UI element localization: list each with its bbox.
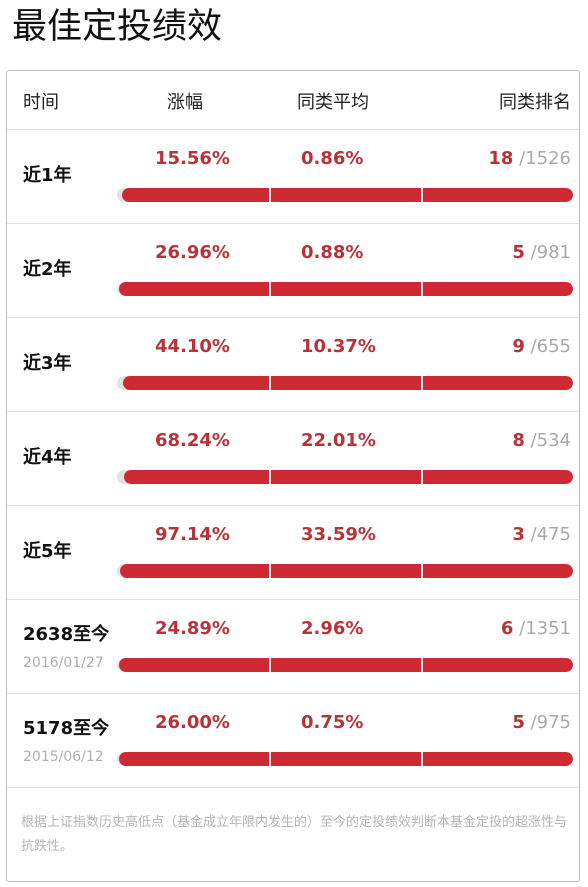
row-start-date: 2016/01/27 <box>23 655 104 671</box>
rank-position: 3 <box>512 524 525 545</box>
rank-total: /475 <box>530 524 571 545</box>
rank-bar-divider <box>420 658 423 672</box>
table-row[interactable]: 近4年 68.24% 22.01% 8 /534 <box>7 412 579 506</box>
rank-bar-divider <box>268 188 271 202</box>
rank-position: 5 <box>512 242 525 263</box>
rank-total: /655 <box>530 336 571 357</box>
rank-bar <box>117 752 573 766</box>
table-row[interactable]: 2638至今 2016/01/27 24.89% 2.96% 6 /1351 <box>7 600 579 694</box>
rank-bar-divider <box>420 188 423 202</box>
row-start-date: 2015/06/12 <box>23 749 104 765</box>
table-row[interactable]: 5178至今 2015/06/12 26.00% 0.75% 5 /975 <box>7 694 579 788</box>
rank-total: /534 <box>530 430 571 451</box>
rank-position: 18 <box>488 148 514 169</box>
header-average: 同类平均 <box>297 92 369 113</box>
row-gain: 26.96% <box>155 242 230 263</box>
table-row[interactable]: 近3年 44.10% 10.37% 9 /655 <box>7 318 579 412</box>
rank-bar <box>117 470 573 484</box>
row-gain: 68.24% <box>155 430 230 451</box>
row-period: 近5年 <box>23 541 72 562</box>
rank-bar-divider <box>268 564 271 578</box>
rank-position: 9 <box>512 336 525 357</box>
rank-bar <box>117 658 573 672</box>
row-average: 22.01% <box>301 430 376 451</box>
rank-bar <box>117 564 573 578</box>
rank-bar-fill <box>122 188 573 202</box>
row-rank: 9 /655 <box>512 336 571 357</box>
rank-bar-divider <box>420 752 423 766</box>
row-gain: 44.10% <box>155 336 230 357</box>
rank-bar-divider <box>268 282 271 296</box>
rank-bar-divider <box>268 658 271 672</box>
rank-bar <box>117 376 573 390</box>
row-average: 0.75% <box>301 712 364 733</box>
header-period: 时间 <box>23 92 59 113</box>
row-average: 10.37% <box>301 336 376 357</box>
rank-bar-divider <box>420 376 423 390</box>
rank-position: 6 <box>500 618 514 639</box>
row-gain: 97.14% <box>155 524 230 545</box>
row-rank: 3 /475 <box>512 524 571 545</box>
rank-bar <box>117 282 573 296</box>
row-period: 近4年 <box>23 447 72 468</box>
rank-bar-fill <box>119 282 573 296</box>
row-period: 2638至今 <box>23 624 110 645</box>
rank-bar-fill <box>123 376 573 390</box>
row-rank: 8 /534 <box>512 430 571 451</box>
row-period: 近1年 <box>23 165 72 186</box>
row-gain: 26.00% <box>155 712 230 733</box>
row-average: 33.59% <box>301 524 376 545</box>
rank-total: /1526 <box>519 148 571 169</box>
rank-bar-divider <box>420 564 423 578</box>
header-rank: 同类排名 <box>499 92 571 113</box>
rank-total: /981 <box>530 242 571 263</box>
row-rank: 6 /1351 <box>501 618 571 639</box>
rank-bar-fill <box>118 658 573 672</box>
rank-bar-fill <box>119 564 573 578</box>
rank-bar-fill <box>119 752 573 766</box>
rank-total: /1351 <box>519 618 571 639</box>
header-gain: 涨幅 <box>167 92 203 113</box>
rank-total: /975 <box>530 712 571 733</box>
row-period: 近3年 <box>23 353 72 374</box>
row-gain: 15.56% <box>155 148 230 169</box>
rank-bar-divider <box>268 752 271 766</box>
row-period: 5178至今 <box>23 718 110 739</box>
row-rank: 18 /1526 <box>488 148 571 169</box>
table-row[interactable]: 近1年 15.56% 0.86% 18 /1526 <box>7 130 579 224</box>
row-rank: 5 /975 <box>512 712 571 733</box>
table-row[interactable]: 近5年 97.14% 33.59% 3 /475 <box>7 506 579 600</box>
footnote: 根据上证指数历史高低点（基金成立年限内发生的）至今的定投绩效判断本基金定投的超涨… <box>21 815 568 854</box>
rank-bar-divider <box>420 470 423 484</box>
row-average: 0.86% <box>301 148 364 169</box>
performance-card: 时间 涨幅 同类平均 同类排名 近1年 15.56% 0.86% 18 /1526 近2… <box>6 70 580 882</box>
rank-position: 5 <box>512 712 525 733</box>
table-header: 时间 涨幅 同类平均 同类排名 <box>7 71 579 130</box>
rank-bar-divider <box>420 282 423 296</box>
rank-bar-divider <box>268 470 271 484</box>
row-average: 0.88% <box>301 242 364 263</box>
page-title: 最佳定投绩效 <box>12 7 223 47</box>
row-rank: 5 /981 <box>512 242 571 263</box>
rank-bar <box>117 188 573 202</box>
row-gain: 24.89% <box>155 618 230 639</box>
row-average: 2.96% <box>301 618 364 639</box>
rank-bar-fill <box>123 470 573 484</box>
rank-bar-divider <box>268 376 271 390</box>
rank-position: 8 <box>512 430 525 451</box>
table-row[interactable]: 近2年 26.96% 0.88% 5 /981 <box>7 224 579 318</box>
row-period: 近2年 <box>23 259 72 280</box>
